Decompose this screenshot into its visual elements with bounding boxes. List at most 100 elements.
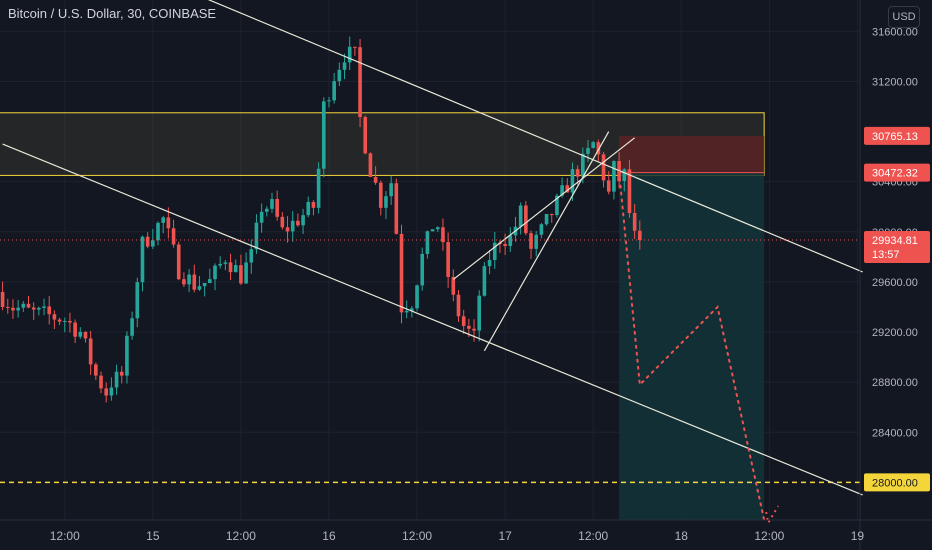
price-label: 30765.13 bbox=[872, 131, 918, 143]
candle-up bbox=[37, 307, 41, 310]
candle-up bbox=[316, 168, 321, 208]
price-label-bg bbox=[864, 163, 930, 182]
candle-up bbox=[482, 266, 487, 296]
candle-up bbox=[259, 211, 264, 223]
candle-up bbox=[539, 224, 544, 235]
candle-down bbox=[549, 213, 554, 216]
x-tick-label: 15 bbox=[146, 529, 160, 543]
candle-up bbox=[555, 195, 559, 216]
candle-up bbox=[560, 185, 564, 196]
chart-title: Bitcoin / U.S. Dollar, 30, COINBASE bbox=[8, 6, 217, 21]
candle-up bbox=[487, 260, 492, 267]
candle-down bbox=[446, 242, 450, 277]
candle-down bbox=[228, 262, 233, 273]
candle-down bbox=[176, 244, 181, 280]
candle-up bbox=[264, 208, 269, 212]
candle-down bbox=[88, 338, 93, 365]
candle-up bbox=[301, 215, 305, 226]
candle-down bbox=[373, 177, 378, 183]
candle-up bbox=[586, 147, 590, 154]
candle-up bbox=[415, 285, 419, 309]
projection-path bbox=[618, 170, 766, 521]
candle-up bbox=[270, 198, 274, 209]
candle-down bbox=[524, 205, 528, 234]
candle-down bbox=[368, 153, 373, 178]
candle-down bbox=[296, 220, 300, 226]
candle-up bbox=[187, 274, 191, 285]
candle-up bbox=[306, 201, 311, 216]
candle-up bbox=[332, 81, 336, 101]
x-tick-label: 12:00 bbox=[402, 529, 432, 543]
candle-down bbox=[280, 216, 285, 228]
candle-down bbox=[47, 306, 52, 315]
candle-down bbox=[94, 364, 98, 376]
trend-line bbox=[483, 131, 610, 352]
candle-down bbox=[26, 303, 31, 308]
candle-down bbox=[441, 227, 445, 243]
candle-up bbox=[544, 213, 549, 225]
price-label: 29934.81 bbox=[872, 235, 918, 247]
candle-down bbox=[83, 331, 88, 339]
candle-up bbox=[384, 196, 388, 208]
y-tick-label: 28400.00 bbox=[872, 427, 918, 439]
candle-down bbox=[119, 371, 124, 376]
candle-up bbox=[109, 387, 114, 396]
candle-down bbox=[285, 227, 290, 232]
candles bbox=[0, 36, 642, 403]
candle-up bbox=[135, 282, 140, 319]
price-label-bg bbox=[864, 473, 930, 492]
candle-up bbox=[420, 253, 425, 286]
candle-up bbox=[16, 307, 20, 311]
candle-up bbox=[321, 101, 326, 169]
candle-down bbox=[31, 307, 36, 310]
candle-down bbox=[311, 201, 316, 208]
trend-line bbox=[207, 0, 863, 273]
y-tick-label: 29200.00 bbox=[872, 327, 918, 339]
candle-up bbox=[218, 263, 222, 266]
currency-button[interactable]: USD bbox=[888, 6, 920, 28]
candle-down bbox=[601, 154, 606, 181]
trend-line bbox=[452, 137, 636, 280]
x-tick-label: 12:00 bbox=[578, 529, 608, 543]
stop-loss-zone bbox=[619, 135, 765, 173]
price-label: 28000.00 bbox=[872, 477, 918, 489]
candle-down bbox=[0, 291, 5, 307]
candle-down bbox=[606, 180, 611, 192]
candle-down bbox=[57, 319, 62, 322]
candle-up bbox=[389, 183, 393, 197]
candle-up bbox=[62, 320, 67, 322]
candle-down bbox=[632, 212, 637, 231]
projection-arrow bbox=[765, 505, 780, 526]
candle-up bbox=[404, 310, 409, 313]
candle-down bbox=[5, 306, 10, 308]
candle-down bbox=[503, 243, 507, 247]
candle-down bbox=[182, 279, 186, 285]
candle-down bbox=[73, 322, 77, 337]
candle-up bbox=[249, 249, 254, 263]
candle-down bbox=[166, 217, 171, 229]
price-label: 30472.32 bbox=[872, 168, 918, 180]
candle-up bbox=[612, 161, 616, 192]
candle-up bbox=[151, 240, 155, 247]
candle-down bbox=[104, 388, 109, 396]
candle-up bbox=[208, 279, 212, 283]
candle-up bbox=[435, 227, 440, 230]
candle-up bbox=[570, 169, 575, 193]
candle-up bbox=[492, 242, 497, 261]
candle-down bbox=[394, 183, 399, 234]
candle-down bbox=[399, 233, 404, 313]
x-tick-label: 16 bbox=[322, 529, 336, 543]
candle-up bbox=[125, 335, 129, 376]
candle-up bbox=[42, 306, 46, 308]
y-tick-label: 31200.00 bbox=[872, 76, 918, 88]
candle-up bbox=[508, 235, 513, 247]
candle-up bbox=[534, 234, 539, 249]
candle-up bbox=[202, 282, 207, 287]
candle-up bbox=[425, 231, 430, 254]
candle-down bbox=[68, 320, 72, 323]
candle-down bbox=[363, 117, 368, 154]
candle-up bbox=[233, 265, 238, 273]
candle-up bbox=[581, 153, 585, 177]
candle-down bbox=[451, 276, 456, 295]
